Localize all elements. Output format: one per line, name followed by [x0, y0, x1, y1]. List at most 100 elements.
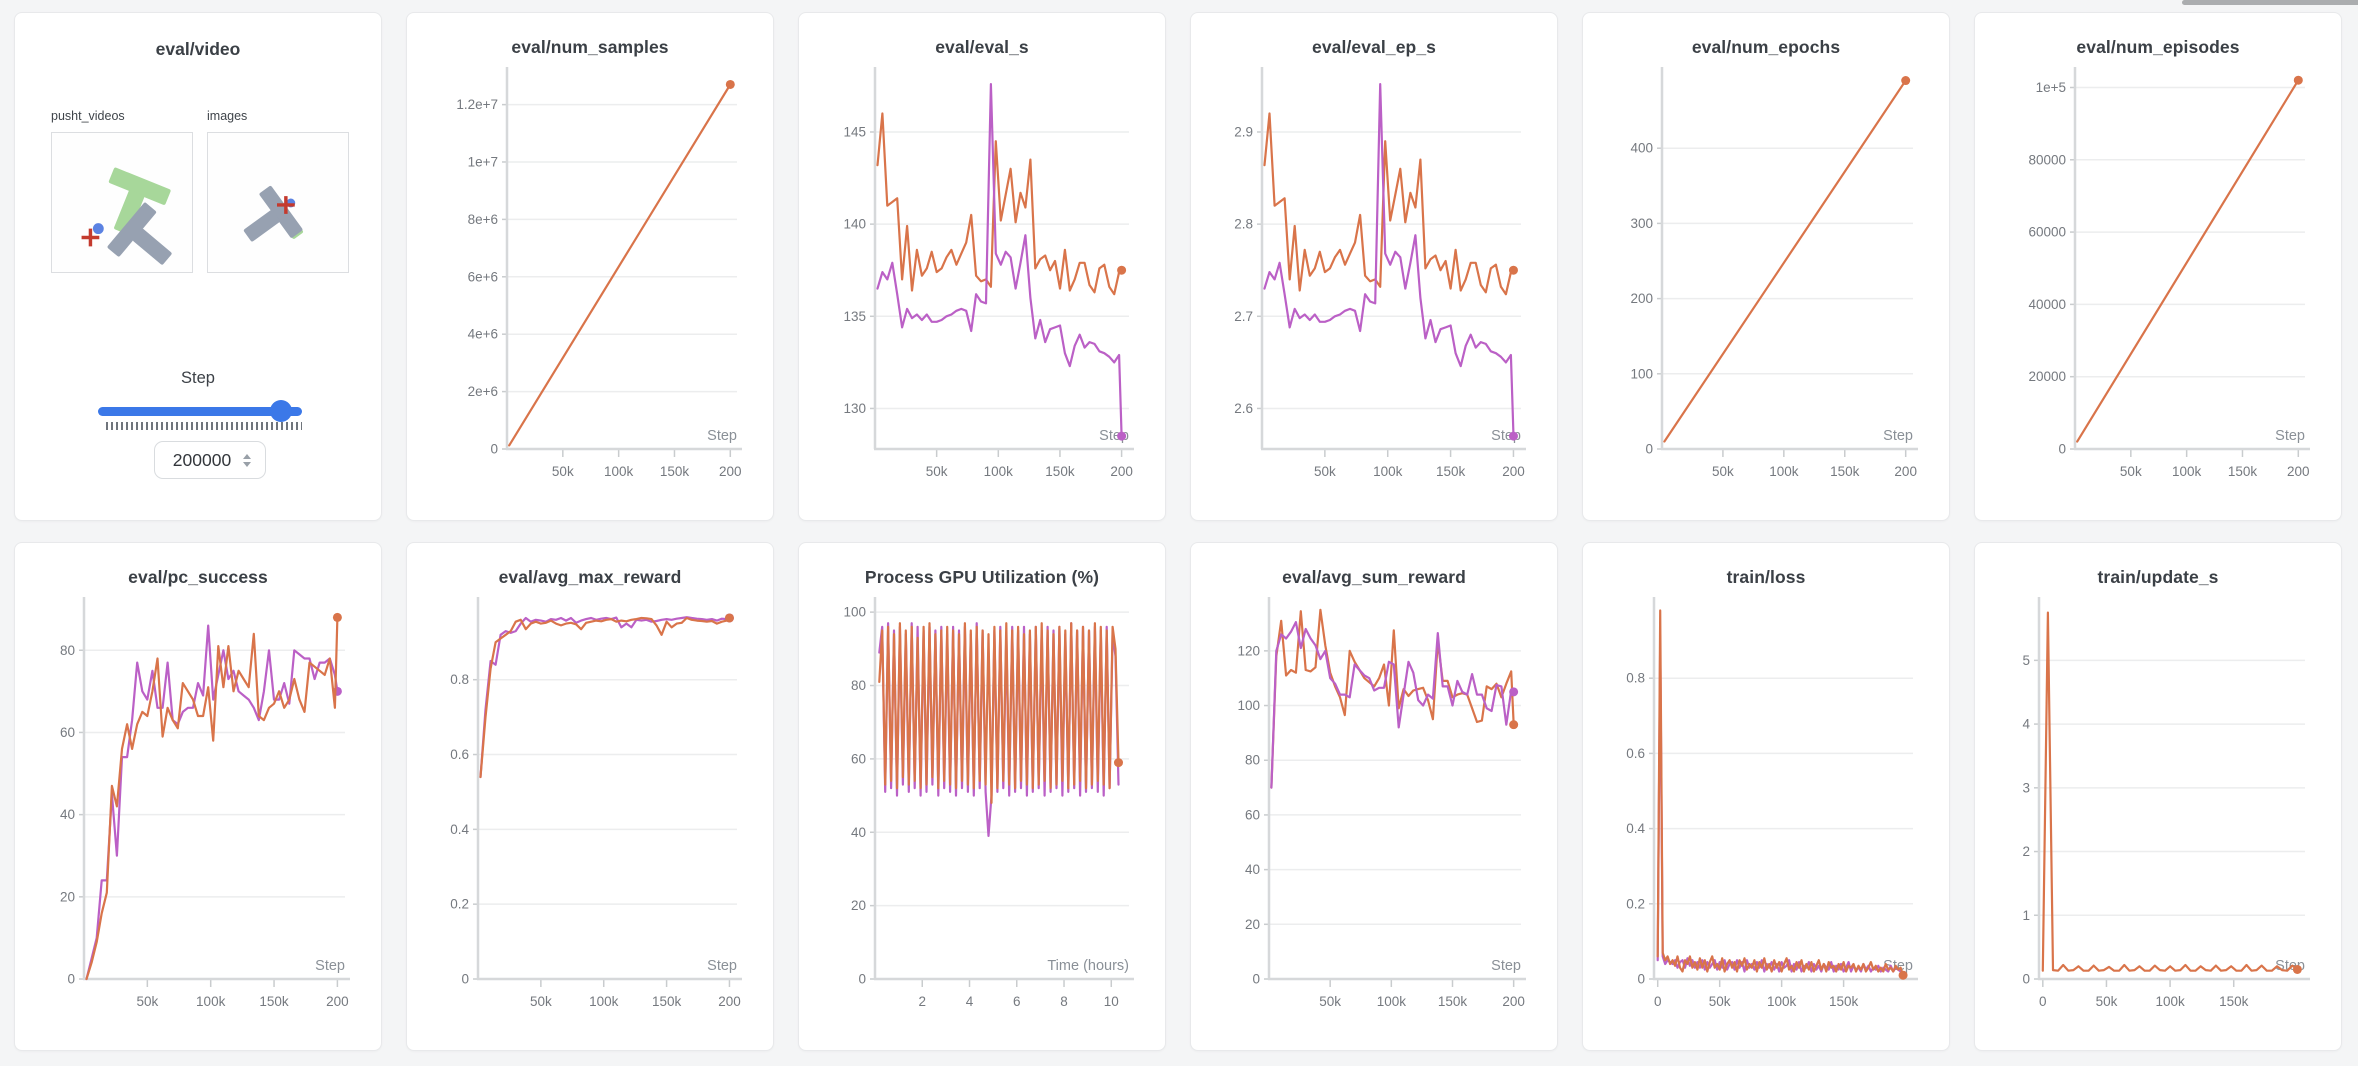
svg-text:100k: 100k	[2155, 994, 2185, 1009]
svg-text:80: 80	[1245, 753, 1260, 768]
step-stepper[interactable]	[243, 454, 251, 467]
svg-text:135: 135	[843, 309, 866, 324]
step-slider-thumb[interactable]	[270, 400, 292, 422]
stepper-down-icon[interactable]	[243, 462, 251, 467]
svg-text:2.7: 2.7	[1234, 309, 1253, 324]
svg-text:100k: 100k	[2172, 464, 2202, 479]
chart-canvas-avg-sum-reward[interactable]: 0 20 40 60 80 100 120 50k 100k 150k 200 Step	[1191, 543, 1558, 1051]
svg-text:0.6: 0.6	[1626, 746, 1645, 761]
svg-text:100: 100	[843, 605, 866, 620]
svg-text:Step: Step	[1491, 958, 1521, 974]
svg-text:100k: 100k	[984, 464, 1014, 479]
svg-text:20: 20	[1245, 917, 1260, 932]
chart-canvas-avg-max-reward[interactable]: 0 0.2 0.4 0.6 0.8 50k 100k 150k 200 Step	[407, 543, 774, 1051]
svg-text:200: 200	[1502, 464, 1525, 479]
media-key-label-images: images	[207, 109, 248, 123]
svg-text:50k: 50k	[136, 994, 158, 1009]
pusht-scene-image	[81, 167, 172, 265]
svg-text:0: 0	[2039, 994, 2047, 1009]
panel-grid: eval/video pusht_videos images	[14, 12, 2342, 1051]
panel-title: eval/eval_ep_s	[1311, 37, 1436, 57]
step-value-input[interactable]	[154, 441, 266, 479]
svg-text:2.9: 2.9	[1234, 124, 1253, 139]
svg-text:150k: 150k	[259, 994, 289, 1009]
svg-text:0: 0	[2022, 972, 2030, 987]
panel-title: train/loss	[1726, 567, 1806, 587]
svg-text:150k: 150k	[660, 464, 690, 479]
svg-text:0: 0	[461, 972, 469, 987]
media-key-label-pusht-videos: pusht_videos	[51, 109, 125, 123]
svg-text:20000: 20000	[2028, 369, 2066, 384]
svg-text:80000: 80000	[2028, 152, 2066, 167]
chart-canvas-train-loss[interactable]: 0 0.2 0.4 0.6 0.8 0 50k 100k 150k Step	[1583, 543, 1950, 1051]
svg-text:1e+7: 1e+7	[468, 154, 498, 169]
stepper-up-icon[interactable]	[243, 454, 251, 459]
svg-text:60: 60	[1245, 807, 1260, 822]
panel-eval-video: eval/video pusht_videos images	[14, 12, 382, 521]
panel-gpu-utilization: Process GPU Utilization (%) 0 20 40 60 80 100…	[798, 542, 1166, 1051]
svg-text:80: 80	[60, 643, 75, 658]
svg-text:50k: 50k	[530, 994, 552, 1009]
svg-text:0.2: 0.2	[450, 897, 469, 912]
video-thumbnail-pusht[interactable]	[51, 132, 193, 273]
horizontal-scrollbar[interactable]	[2182, 0, 2358, 5]
panel-eval-eval-s: eval/eval_s 130 135 140 145 50k 100k 150k 200 St…	[798, 12, 1166, 521]
svg-text:20: 20	[60, 889, 75, 904]
panel-title: train/update_s	[2097, 567, 2219, 587]
panel-eval-avg-max-reward: eval/avg_max_reward 0 0.2 0.4 0.6 0.8 50k 100k…	[406, 542, 774, 1051]
svg-text:100k: 100k	[1377, 994, 1407, 1009]
svg-text:60: 60	[851, 751, 866, 766]
svg-text:0.8: 0.8	[450, 672, 469, 687]
svg-text:0.4: 0.4	[1626, 821, 1645, 836]
svg-text:0: 0	[490, 442, 498, 457]
svg-text:150k: 150k	[1045, 464, 1075, 479]
chart-canvas-gpu-utilization[interactable]: 0 20 40 60 80 100 2 4 6 8 10 Time (hours)	[799, 543, 1166, 1051]
panel-train-loss: train/loss 0 0.2 0.4 0.6 0.8 0 50k 100k 150k Step	[1582, 542, 1950, 1051]
svg-text:100k: 100k	[1767, 994, 1797, 1009]
video-thumbnail-images[interactable]	[207, 132, 349, 273]
panel-title: eval/num_epochs	[1691, 37, 1841, 57]
svg-text:8e+6: 8e+6	[468, 212, 498, 227]
agent-dot	[92, 223, 104, 235]
svg-text:40: 40	[60, 807, 75, 822]
panel-title: eval/video	[155, 39, 241, 59]
svg-text:Step: Step	[707, 958, 737, 974]
svg-text:80: 80	[851, 678, 866, 693]
svg-text:10: 10	[1104, 994, 1119, 1009]
svg-text:150k: 150k	[2219, 994, 2249, 1009]
svg-text:0.8: 0.8	[1626, 671, 1645, 686]
svg-text:100: 100	[1630, 366, 1653, 381]
svg-text:150k: 150k	[1436, 464, 1466, 479]
svg-text:50k: 50k	[552, 464, 574, 479]
svg-text:Step: Step	[315, 958, 345, 974]
svg-text:40000: 40000	[2028, 297, 2066, 312]
images-scene-image	[243, 185, 303, 242]
panel-title: Process GPU Utilization (%)	[864, 567, 1100, 587]
panel-eval-num-episodes: eval/num_episodes 0 20000 40000 60000 80000 1…	[1974, 12, 2342, 521]
svg-text:6: 6	[1013, 994, 1021, 1009]
svg-text:0: 0	[67, 972, 75, 987]
chart-canvas-pc-success[interactable]: 0 20 40 60 80 50k 100k 150k 200 Step	[15, 543, 382, 1051]
svg-text:2: 2	[918, 994, 926, 1009]
chart-canvas-num-epochs[interactable]: 0 100 200 300 400 50k 100k 150k 200 Step	[1583, 13, 1950, 521]
svg-text:200: 200	[1630, 291, 1653, 306]
svg-text:4e+6: 4e+6	[468, 327, 498, 342]
svg-text:145: 145	[843, 124, 866, 139]
panel-title: eval/num_samples	[511, 37, 669, 57]
svg-text:150k: 150k	[2228, 464, 2258, 479]
svg-text:50k: 50k	[1314, 464, 1336, 479]
svg-text:200: 200	[1502, 994, 1525, 1009]
svg-text:Step: Step	[707, 428, 737, 444]
step-slider[interactable]	[98, 407, 302, 416]
svg-text:50k: 50k	[1319, 994, 1341, 1009]
chart-canvas-num-episodes[interactable]: 0 20000 40000 60000 80000 1e+5 50k 100k 150k 200 S…	[1975, 13, 2342, 521]
chart-canvas-num-samples[interactable]: 0 2e+6 4e+6 6e+6 8e+6 1e+7 1.2e+7 50k 100k 150k 20…	[407, 13, 774, 521]
svg-text:20: 20	[851, 898, 866, 913]
svg-text:0: 0	[1654, 994, 1662, 1009]
svg-text:5: 5	[2022, 653, 2030, 668]
svg-text:60: 60	[60, 725, 75, 740]
svg-text:Time (hours): Time (hours)	[1047, 958, 1129, 974]
